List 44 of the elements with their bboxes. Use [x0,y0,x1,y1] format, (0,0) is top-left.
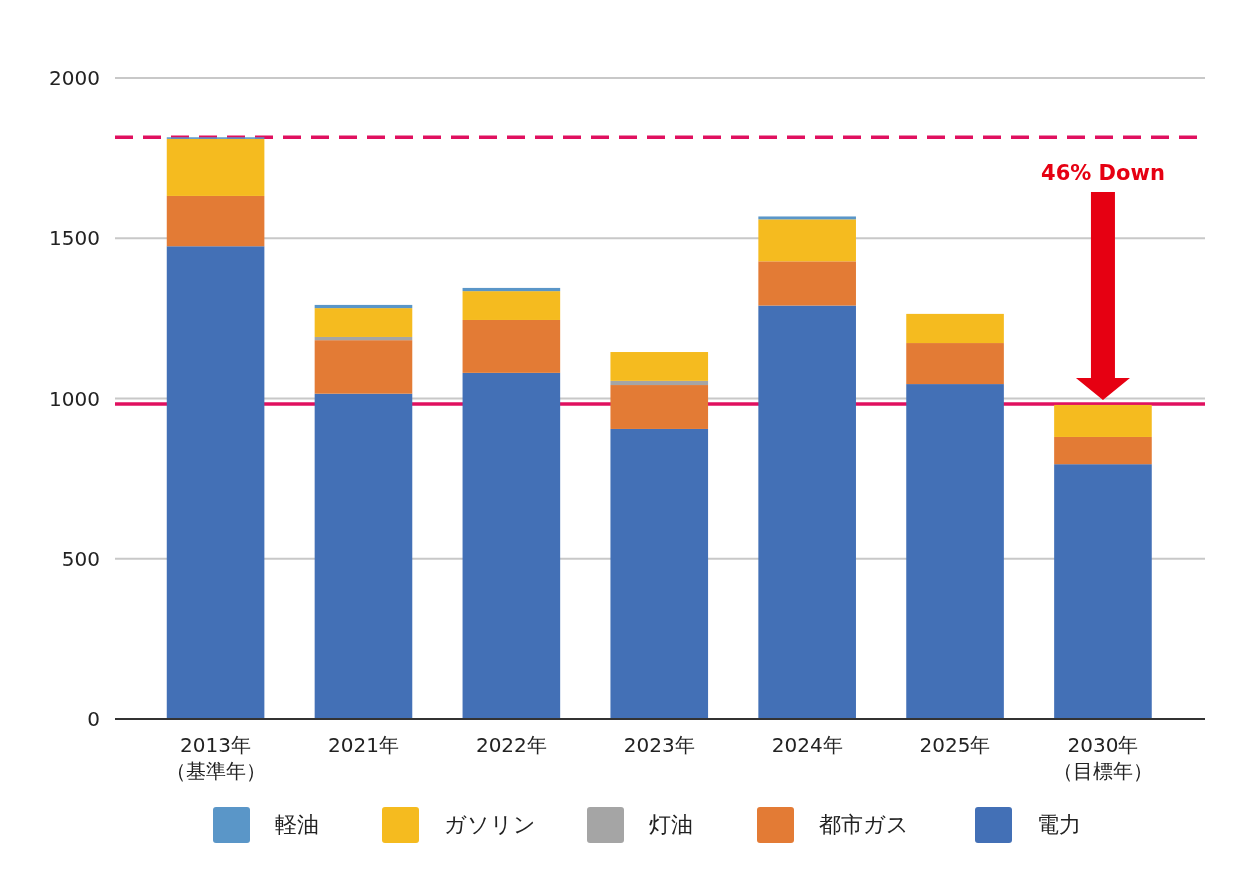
y-tick-label: 2000 [49,66,100,90]
x-tick-label: 2021年 [328,733,399,757]
bar [314,308,413,337]
bar [166,246,265,719]
legend-label: 都市ガス [819,812,909,837]
y-tick-label: 1000 [49,386,100,411]
legend-label: 電力 [1037,812,1081,837]
bar [462,291,561,320]
bar [906,313,1004,344]
x-tick-label: 2024年 [771,733,843,757]
bar [314,336,413,341]
legend-label: 軽油 [275,812,319,837]
bar [462,319,561,373]
x-tick-label: 2022年 [475,733,547,757]
bar [610,380,709,386]
bar [1054,436,1152,465]
x-tick-label: 2013年（基準年） [165,733,266,783]
bar [758,219,856,262]
bar [906,384,1004,719]
bar [758,261,856,306]
bar [758,305,856,719]
bar [1054,464,1152,719]
x-tick-label: 2023年 [623,733,695,757]
legend-label: ガソリン [444,812,536,837]
bar [462,372,561,719]
bar [1054,404,1152,437]
x-tick-label: 2025年 [919,733,991,757]
legend-label: 灯油 [649,812,693,837]
y-tick-label: 1500 [49,226,100,251]
bar [314,304,413,309]
bar [758,216,856,220]
bar [610,352,709,381]
bar [166,195,265,247]
y-tick-label: 500 [61,546,100,571]
bar [314,393,413,719]
bar [314,340,413,394]
bar [610,428,709,719]
annotation: 46% Down [1041,161,1165,185]
bar [906,343,1004,385]
x-tick-label: 2030年（目標年） [1052,733,1153,783]
bar [462,287,561,292]
bar [166,138,265,196]
bar [610,385,709,429]
y-tick-label: 0 [87,707,100,731]
